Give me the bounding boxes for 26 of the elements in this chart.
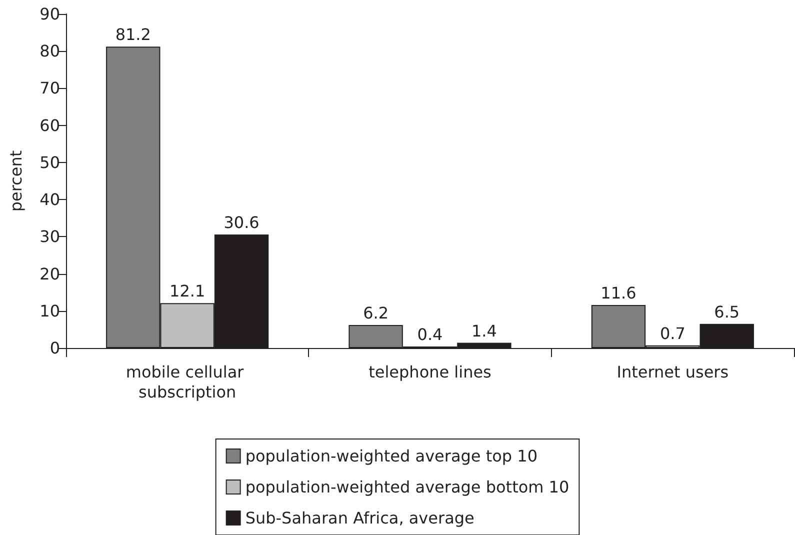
x-tick-label: mobile cellular subscription: [126, 362, 249, 402]
data-label: 0.7: [660, 324, 686, 343]
x-tick-label: telephone lines: [368, 362, 492, 382]
y-tick-label: 30: [40, 227, 60, 246]
y-tick-label: 80: [40, 42, 60, 61]
data-label: 0.4: [417, 325, 443, 344]
y-tick-label: 50: [40, 152, 60, 172]
data-label: 6.2: [363, 303, 389, 322]
data-label: 6.5: [714, 302, 740, 322]
y-tick-label: 90: [40, 4, 60, 24]
legend-label: population-weighted average top 10: [245, 446, 538, 466]
data-label: 11.6: [600, 283, 636, 302]
data-label: 12.1: [170, 282, 206, 301]
y-tick-label: 10: [40, 301, 60, 320]
x-tick-label: Internet users: [616, 362, 729, 382]
data-label: 30.6: [224, 212, 260, 232]
y-tick-label: 0: [50, 338, 60, 358]
y-tick-label: 40: [40, 190, 60, 210]
data-label: 81.2: [115, 25, 151, 44]
y-tick-label: 70: [40, 78, 60, 98]
y-tick-label: 20: [40, 264, 60, 284]
y-axis-title: percent: [6, 150, 26, 212]
legend-label: population-weighted average bottom 10: [245, 478, 570, 496]
legend-label: Sub-Saharan Africa, average: [245, 508, 474, 528]
data-label: 1.4: [471, 321, 497, 340]
y-tick-label: 60: [40, 116, 60, 135]
